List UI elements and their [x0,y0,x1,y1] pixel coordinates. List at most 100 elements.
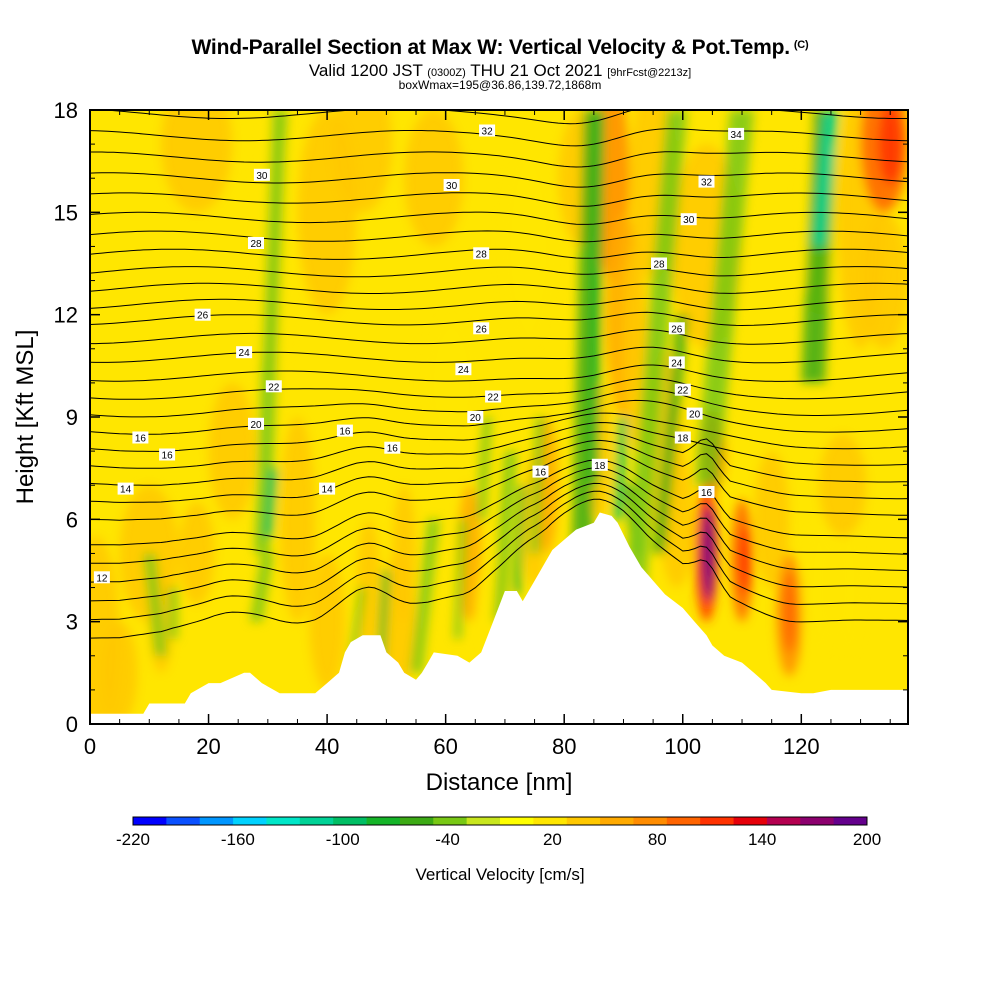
downdraft-band [694,110,754,486]
subtitle-utc: (0300Z) [427,67,466,79]
contour-label-bg [532,465,549,478]
contour-label: 22 [265,380,282,393]
contour-label-bg [473,247,490,260]
theta-contour [90,490,908,621]
colorbar-swatch [700,817,734,825]
updraft-cell [279,416,316,622]
field-shading [90,110,908,724]
terrain [90,512,908,724]
contour-label: 26 [194,308,211,322]
y-axis-label: Height [Kft MSL] [12,330,39,505]
colorbar-swatch [133,817,167,825]
x-axis-label: Distance [nm] [426,769,573,796]
colorbar-swatch [333,817,367,825]
colorbar-tick-label: 200 [853,830,881,849]
colorbar-swatch [299,817,334,825]
contour-label-bg [479,124,496,137]
colorbar-swatch [833,817,868,825]
theta-contour [90,151,908,168]
contour-label-text: 22 [488,393,500,404]
contour-label: 22 [674,383,691,397]
contour-label-text: 18 [594,461,606,472]
updraft-cell [878,110,903,186]
contour-label-text: 18 [677,434,689,445]
updraft-cell [404,110,464,247]
theta-contour [90,128,908,147]
contour-label-text: 32 [701,178,713,189]
contour-label: 30 [680,213,697,226]
downdraft-band [513,485,527,595]
colorbar-swatch [366,817,401,825]
contour-label: 20 [248,417,264,431]
contour-label-text: 28 [250,239,262,250]
contour-label-bg [443,179,460,191]
downdraft-band [263,468,279,537]
x-tick-label: 0 [84,734,96,759]
contour-label: 18 [591,458,608,472]
theta-contour [90,31,908,51]
colorbar-swatch [266,817,301,825]
contour-label: 26 [668,322,685,335]
downdraft-band [410,519,440,673]
contour-label-text: 30 [256,171,268,182]
contour-label: 16 [159,448,176,462]
contour-label-text: 26 [197,311,209,322]
theta-contour [90,388,908,418]
updraft-cell [739,526,751,595]
theta-contour [90,467,908,564]
contour-label-bg [455,363,472,376]
contour-label: 28 [651,257,667,271]
contour-label-bg [467,411,484,423]
contour-label-text: 16 [701,488,713,499]
colorbar-swatch [566,817,601,825]
theta-contour [90,56,908,76]
contour-label-text: 14 [322,485,334,496]
y-tick-label: 15 [54,200,78,225]
y-tick-label: 0 [66,712,78,737]
contour-label: 24 [668,356,685,369]
contour-label-text: 12 [96,573,108,584]
colorbar-swatch [199,817,234,825]
contour-label-text: 24 [239,348,251,359]
contour-label-bg [698,175,715,188]
colorbar: -220 -160 -100 -40 20 80 140 200 [116,816,881,849]
contour-label-text: 20 [470,413,482,424]
contour-label: 20 [686,407,703,421]
contour-label-bg [674,383,691,396]
contour-label-text: 22 [268,382,280,393]
theta-contour [90,364,908,382]
y-tick-label: 18 [54,98,78,123]
colorbar-tick-label: 80 [648,830,667,849]
contour-label: 32 [698,175,715,189]
contour-label: 28 [248,237,264,250]
theta-contour [90,475,908,583]
contour-label-bg [686,407,703,420]
updraft-cell [161,110,233,213]
contour-label: 30 [253,168,270,182]
colorbar-label: Vertical Velocity [cm/s] [415,865,584,884]
downdraft-band [476,417,492,520]
contour-label-text: 16 [339,427,351,438]
updraft-cell [178,502,215,605]
theta-contour [90,211,908,225]
contour-label: 14 [319,482,336,496]
theta-contour [90,421,908,469]
theta-contour [90,346,908,364]
subtitle-valid: Valid 1200 JST [308,61,428,80]
x-tick-label: 20 [196,734,220,759]
colorbar-swatch [600,817,634,825]
contour-label-bg [384,441,401,454]
theta-contour [90,81,908,101]
contour-label-bg [194,308,211,321]
contour-label: 30 [443,179,460,192]
downdraft-band [168,587,178,639]
theta-contour [90,498,908,639]
contour-label-bg [336,424,353,437]
subtitle-date: THU 21 Oct 2021 [465,61,608,80]
colorbar-swatch [766,817,801,825]
contour-label-bg [253,168,270,181]
contour-label-text: 30 [446,181,458,192]
contour-label-text: 20 [250,420,262,431]
updraft-cell [819,434,867,537]
